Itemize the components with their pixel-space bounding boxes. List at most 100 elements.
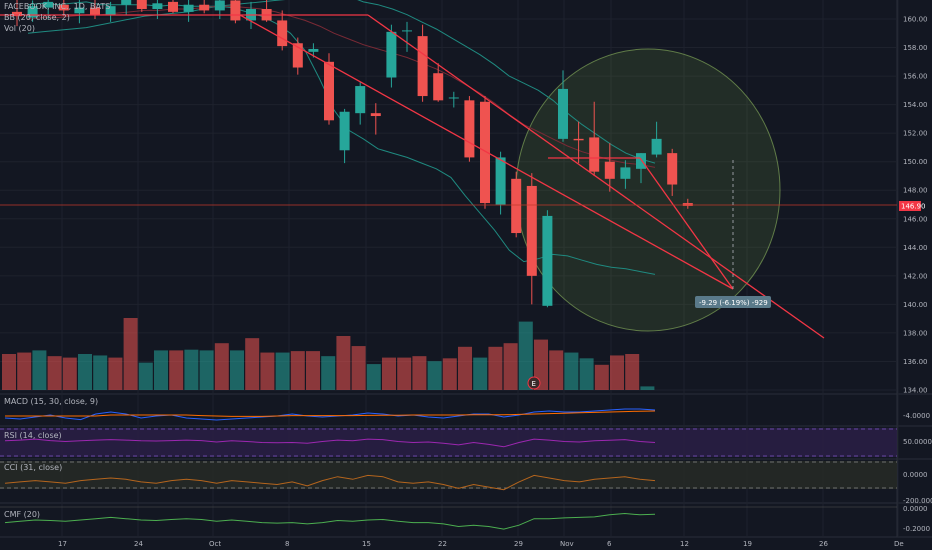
time-tick-label: 8 — [285, 540, 289, 548]
volume-bar — [397, 357, 412, 390]
volume-bar — [2, 354, 16, 390]
candle-body — [495, 157, 506, 205]
candle-body — [74, 7, 85, 14]
cmf-axis-tick: 0.0000 — [903, 505, 928, 513]
volume-bar — [245, 338, 260, 390]
price-tick-label: 140.00 — [903, 301, 928, 309]
volume-bar — [610, 355, 624, 390]
candle-body — [277, 20, 288, 47]
macd-line — [4, 408, 656, 421]
price-tick-label: 144.00 — [903, 244, 928, 252]
volume-bar — [93, 355, 108, 390]
volume-layer — [2, 318, 655, 390]
volume-bar — [351, 346, 366, 390]
grid-layer — [0, 0, 899, 537]
axis-labels-layer: 160.00 158.00 156.00 154.00 152.00 150.00 148.… — [58, 16, 928, 549]
cci-axis-tick: 0.0000 — [903, 471, 928, 479]
candle-body — [308, 48, 319, 52]
volume-bar — [366, 364, 381, 390]
volume-bar — [442, 358, 457, 390]
macd-legend[interactable]: MACD (15, 30, close, 9) — [4, 397, 99, 406]
rsi-band — [0, 428, 897, 457]
volume-bar — [564, 352, 579, 390]
candle-body — [355, 86, 366, 114]
volume-bar — [32, 350, 47, 390]
candle-body — [682, 203, 693, 206]
candle-body — [651, 138, 662, 155]
macd-signal-line — [5, 410, 656, 417]
volume-bar — [169, 350, 184, 390]
earnings-marker-label: E — [532, 380, 536, 388]
candle-body — [402, 30, 412, 32]
volume-bar — [108, 357, 123, 390]
price-tick-label: 148.00 — [903, 187, 928, 195]
volume-bar — [306, 351, 320, 390]
volume-bar — [488, 346, 503, 390]
volume-bar — [275, 352, 290, 390]
price-tick-label: 152.00 — [903, 130, 928, 138]
cci-line — [4, 474, 656, 491]
time-tick-label: 17 — [58, 540, 67, 548]
candle-body — [168, 1, 178, 12]
volume-bar — [549, 350, 564, 390]
price-tick-label: 150.00 — [903, 158, 928, 166]
time-tick-label: Oct — [209, 540, 221, 548]
volume-bar — [534, 339, 548, 390]
price-tick-label: 136.00 — [903, 358, 928, 366]
candle-body — [339, 111, 350, 151]
volume-bar — [17, 352, 32, 390]
volume-bar — [594, 364, 609, 390]
macd-axis-tick: -4.0000 — [903, 412, 930, 420]
candle-body — [27, 6, 38, 18]
candle-body — [667, 153, 678, 185]
candle-body — [136, 0, 147, 10]
candle-body — [417, 36, 428, 97]
earnings-marker[interactable] — [527, 376, 541, 390]
trendline-drawings[interactable] — [0, 14, 897, 339]
volume-bar — [290, 351, 305, 390]
measure-label-box[interactable] — [695, 296, 771, 308]
measure-label: -9.29 (-6.19%) -929 — [699, 299, 768, 307]
rsi-legend[interactable]: RSI (14, close) — [4, 431, 62, 440]
candle-body — [105, 6, 116, 15]
time-tick-label: Nov — [560, 540, 574, 548]
candle-body — [604, 161, 615, 179]
time-tick-label: 26 — [819, 540, 828, 548]
cmf-legend[interactable]: CMF (20) — [4, 510, 41, 519]
symbol-title[interactable]: FACEBOOK, INC., 1D, BATS — [4, 2, 111, 11]
time-tick-label: 6 — [607, 540, 612, 548]
vol-legend[interactable]: Vol (20) — [4, 24, 35, 33]
volume-bar — [214, 343, 229, 390]
price-tick-label: 156.00 — [903, 73, 928, 81]
price-tick-label: 134.00 — [903, 387, 928, 395]
volume-bar — [62, 357, 77, 390]
volume-bar — [47, 356, 62, 390]
price-tick-label: 160.00 — [903, 16, 928, 24]
volume-bar — [260, 352, 275, 390]
candle-body — [43, 1, 54, 8]
volume-bar — [321, 356, 336, 390]
candle-body — [230, 0, 241, 21]
candle-body — [386, 31, 397, 78]
candle-body — [558, 88, 568, 139]
candle-body — [90, 7, 100, 15]
volume-bar — [138, 362, 153, 390]
candle-body — [199, 4, 210, 11]
volume-bar — [473, 357, 488, 390]
candle-body — [526, 185, 537, 276]
cci-legend[interactable]: CCI (31, close) — [4, 463, 63, 472]
candle-body — [620, 167, 631, 179]
volume-bar — [154, 350, 168, 390]
volume-bar — [412, 356, 427, 390]
bb-legend[interactable]: BB (20, close, 2) — [4, 13, 70, 22]
candles-layer — [12, 0, 693, 308]
volume-bar — [427, 361, 442, 390]
volume-bar — [579, 358, 594, 390]
cmf-line — [4, 512, 656, 530]
volume-bar — [458, 346, 472, 390]
time-tick-label: 29 — [514, 540, 523, 548]
time-tick-label: 24 — [134, 540, 143, 548]
volume-bar — [199, 350, 214, 390]
